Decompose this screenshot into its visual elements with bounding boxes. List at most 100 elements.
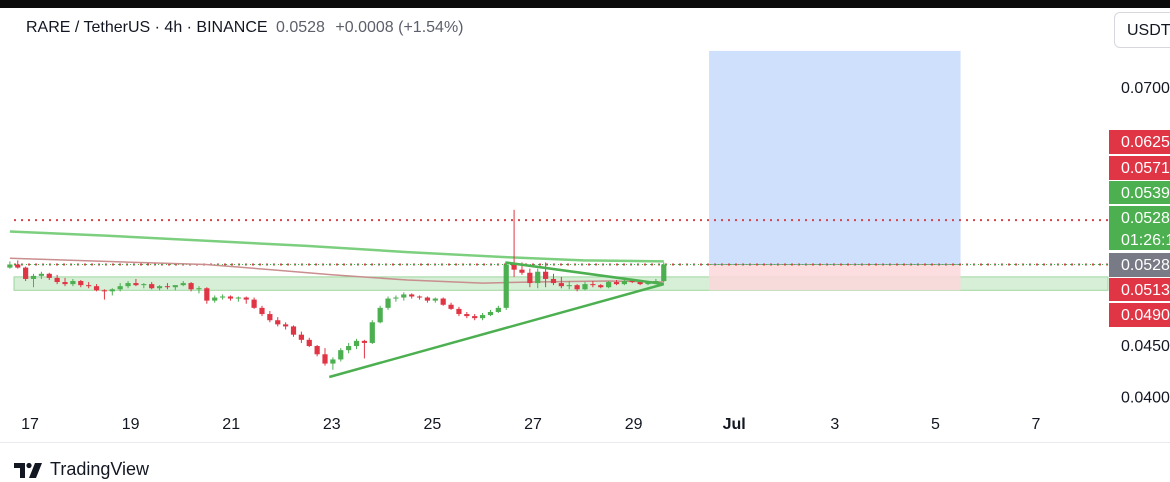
candle[interactable]: [188, 282, 194, 292]
candle[interactable]: [196, 286, 202, 294]
candle[interactable]: [472, 314, 478, 321]
candle[interactable]: [409, 293, 415, 299]
candle[interactable]: [535, 268, 541, 289]
candle[interactable]: [550, 273, 557, 286]
candle[interactable]: [582, 282, 588, 291]
tradingview-brand[interactable]: TradingView: [14, 459, 149, 480]
price-tag-take-profit[interactable]: 0.06258: [1109, 130, 1170, 154]
candle[interactable]: [164, 283, 171, 290]
candle[interactable]: [149, 282, 155, 290]
candle[interactable]: [212, 295, 218, 303]
candle[interactable]: [204, 287, 210, 304]
candle[interactable]: [298, 331, 304, 343]
candle[interactable]: [432, 297, 438, 303]
candle[interactable]: [86, 282, 92, 289]
position-stop-zone[interactable]: [709, 264, 961, 291]
candle[interactable]: [613, 279, 620, 286]
price-tag-zone-bottom[interactable]: 0.04900: [1109, 303, 1170, 327]
candle[interactable]: [456, 306, 462, 317]
candle-body: [125, 283, 131, 287]
triangle-lower-trendline[interactable]: [328, 282, 665, 379]
candle[interactable]: [479, 313, 486, 321]
moving-average-long[interactable]: [9, 230, 664, 263]
candle[interactable]: [283, 322, 289, 330]
candle[interactable]: [511, 209, 517, 277]
candle[interactable]: [353, 338, 360, 350]
price-tag-bar-countdown[interactable]: 01:26:15: [1109, 228, 1170, 250]
candle[interactable]: [54, 274, 60, 285]
candle[interactable]: [133, 278, 139, 287]
candle[interactable]: [495, 305, 501, 314]
candle[interactable]: [361, 339, 368, 359]
candle[interactable]: [172, 285, 178, 291]
candle[interactable]: [227, 295, 234, 301]
price-tag-resistance-level[interactable]: 0.05713: [1109, 156, 1170, 180]
candle[interactable]: [448, 302, 454, 310]
candle-body: [440, 298, 446, 305]
candle[interactable]: [574, 284, 580, 292]
candle[interactable]: [235, 296, 241, 302]
candle[interactable]: [109, 288, 115, 296]
candle[interactable]: [527, 268, 533, 288]
candle[interactable]: [251, 297, 257, 309]
candle[interactable]: [503, 261, 509, 310]
candle[interactable]: [267, 310, 273, 323]
candle[interactable]: [101, 289, 108, 300]
candle[interactable]: [38, 271, 44, 279]
candle[interactable]: [125, 281, 131, 289]
candle[interactable]: [117, 283, 123, 292]
candle[interactable]: [78, 279, 84, 288]
candle[interactable]: [156, 285, 163, 291]
candle[interactable]: [598, 284, 604, 289]
candle[interactable]: [46, 272, 52, 280]
moving-average-short[interactable]: [9, 257, 664, 284]
candle[interactable]: [180, 281, 186, 287]
candle[interactable]: [7, 261, 13, 269]
candle[interactable]: [393, 295, 399, 302]
candle[interactable]: [424, 296, 431, 303]
candle[interactable]: [290, 325, 297, 337]
candle[interactable]: [440, 297, 446, 306]
candle[interactable]: [369, 320, 375, 344]
candle[interactable]: [385, 296, 391, 310]
candle[interactable]: [590, 281, 596, 288]
candle[interactable]: [330, 357, 336, 370]
candle-body: [369, 322, 375, 343]
candle[interactable]: [346, 342, 352, 354]
currency-button[interactable]: USDT: [1114, 12, 1170, 48]
symbol-legend[interactable]: RARE / TetherUS · 4h · BINANCE 0.0528 +0…: [26, 19, 464, 37]
candle[interactable]: [464, 311, 470, 319]
candle[interactable]: [606, 281, 612, 289]
candle[interactable]: [621, 279, 627, 286]
candle[interactable]: [306, 337, 312, 348]
candle[interactable]: [314, 345, 320, 357]
candle[interactable]: [15, 260, 21, 269]
candle[interactable]: [30, 273, 37, 288]
candle[interactable]: [243, 296, 249, 304]
candle[interactable]: [661, 262, 667, 283]
candle[interactable]: [322, 348, 328, 366]
candle[interactable]: [558, 276, 564, 289]
triangle-upper-trendline[interactable]: [505, 261, 664, 286]
candle[interactable]: [275, 317, 281, 327]
candle[interactable]: [543, 262, 549, 288]
candle[interactable]: [487, 309, 494, 317]
candle[interactable]: [338, 348, 344, 362]
candle[interactable]: [93, 284, 100, 292]
candle[interactable]: [401, 292, 407, 301]
candle[interactable]: [377, 305, 383, 324]
candle[interactable]: [141, 283, 147, 289]
position-target-zone[interactable]: [709, 50, 961, 265]
candle[interactable]: [70, 278, 76, 287]
candle[interactable]: [62, 277, 68, 287]
candle[interactable]: [23, 266, 29, 282]
candle[interactable]: [416, 295, 423, 300]
candle[interactable]: [219, 294, 226, 300]
candle[interactable]: [259, 305, 265, 317]
candle[interactable]: [566, 281, 572, 290]
